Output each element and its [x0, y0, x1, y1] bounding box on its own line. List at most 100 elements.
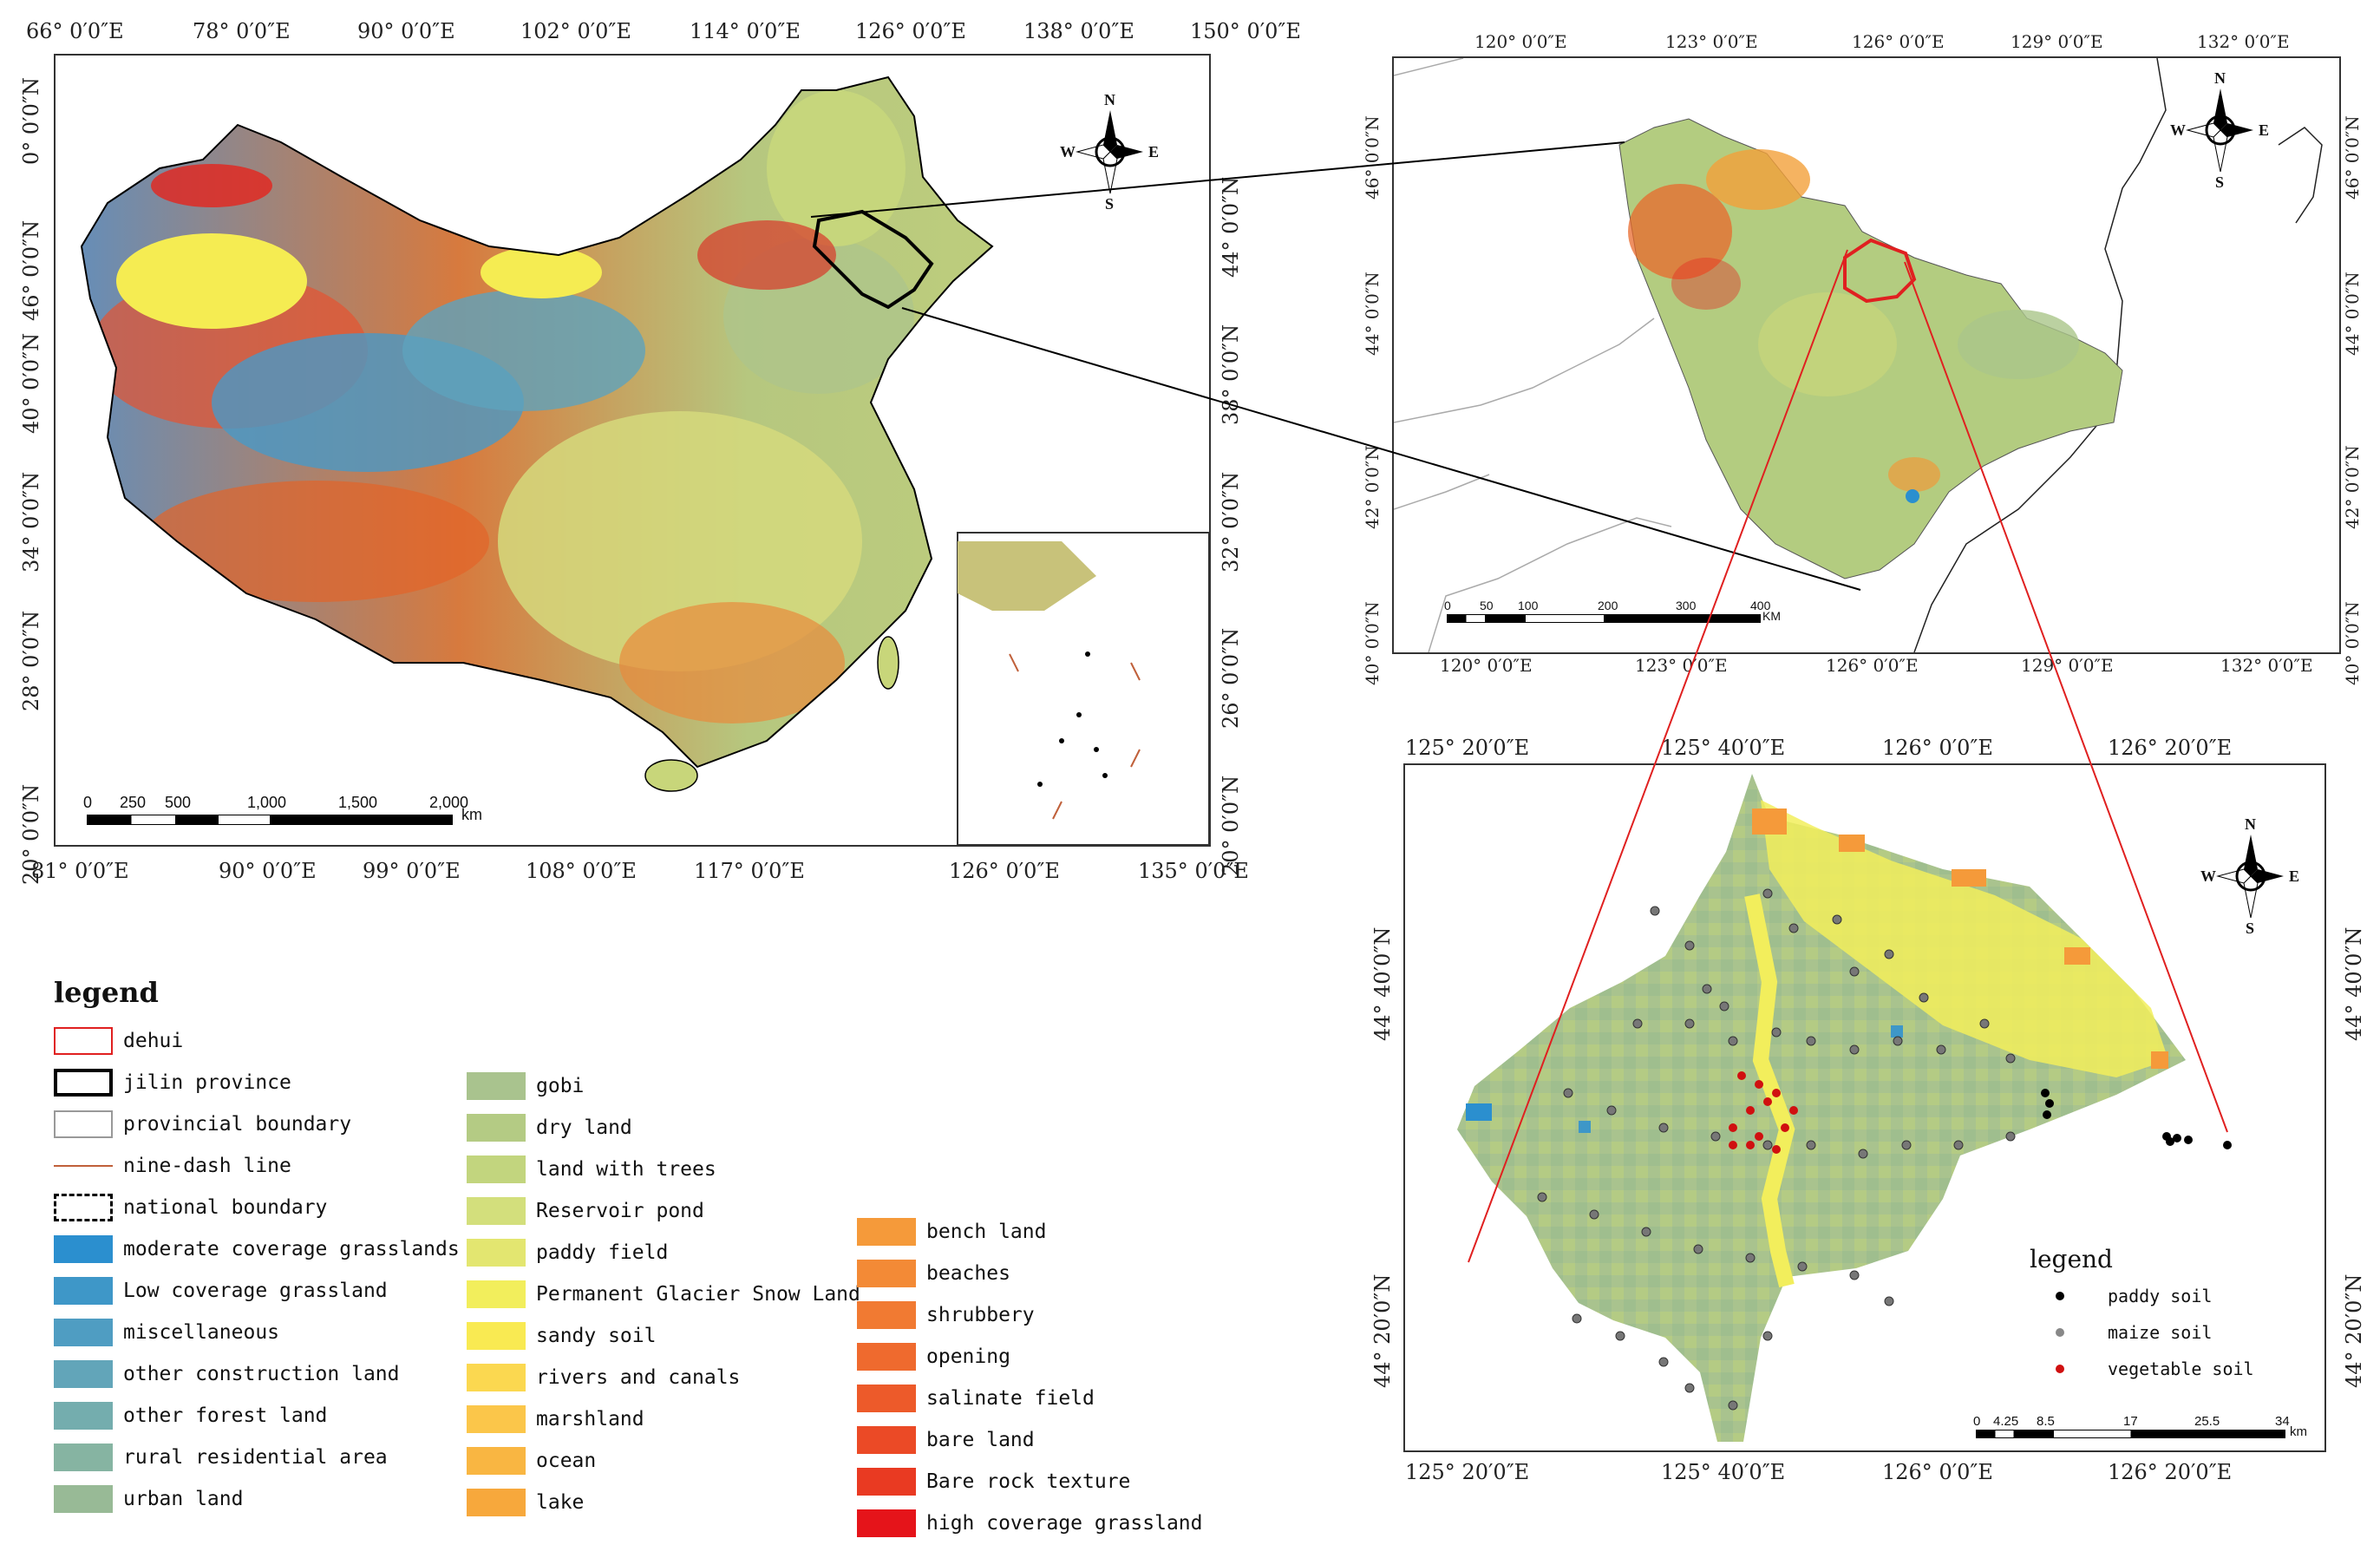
- coordinate-tick-label: 135° 0′0″E: [1138, 859, 1249, 883]
- legend-label: moderate coverage grasslands: [123, 1238, 460, 1260]
- coordinate-tick-label: 126° 0′0″E: [949, 859, 1060, 883]
- coordinate-tick-label: 150° 0′0″E: [1190, 19, 1301, 43]
- soil-sample-point: [1702, 984, 1712, 994]
- soil-sample-point: [2041, 1089, 2050, 1097]
- scale-unit: KM: [1762, 609, 1781, 623]
- scale-label: 2,000: [429, 794, 469, 811]
- legend-swatch: [467, 1072, 526, 1100]
- soil-sample-point: [1746, 1106, 1755, 1115]
- coordinate-tick-label: 126° 0′0″E: [1852, 31, 1945, 52]
- soil-legend-label: vegetable soil: [2108, 1358, 2254, 1379]
- legend-swatch: [54, 1402, 113, 1430]
- coordinate-tick-label: 40° 0′0″N: [2342, 601, 2363, 685]
- legend-swatch: [857, 1385, 916, 1412]
- legend-item: rural residential area: [54, 1443, 388, 1472]
- compass-s: S: [1105, 195, 1115, 213]
- soil-sample-point: [1953, 1140, 1964, 1150]
- scale-label: 0: [1444, 599, 1451, 612]
- coordinate-tick-label: 42° 0′0″N: [2342, 445, 2363, 529]
- coordinate-tick-label: 20° 0′0″N: [1219, 775, 1243, 876]
- coordinate-tick-label: 114° 0′0″E: [690, 19, 801, 43]
- soil-sample-point: [1719, 1001, 1729, 1011]
- scale-label: 17: [2123, 1414, 2138, 1429]
- legend-swatch: [54, 1194, 113, 1221]
- legend-swatch: [54, 1165, 113, 1167]
- soil-sample-point: [2166, 1137, 2174, 1146]
- coordinate-tick-label: 123° 0′0″E: [1665, 31, 1758, 52]
- legend-label: nine-dash line: [123, 1155, 291, 1177]
- soil-sample-point: [1755, 1132, 1763, 1141]
- china-landuse-map: [80, 75, 1209, 845]
- soil-legend: legend paddy soil maize soil vegetable soi…: [2030, 1245, 2307, 1401]
- soil-sample-point: [1755, 1080, 1763, 1089]
- soil-sample-point: [1884, 949, 1894, 959]
- legend-item: lake: [467, 1488, 584, 1517]
- legend-label: Reservoir pond: [536, 1200, 704, 1222]
- legend-item: national boundary: [54, 1193, 327, 1222]
- legend-swatch: [54, 1485, 113, 1513]
- soil-sample-point: [1606, 1105, 1617, 1116]
- coordinate-tick-label: 126° 20′0″E: [2108, 736, 2233, 760]
- legend-label: miscellaneous: [123, 1321, 280, 1344]
- legend-item: sandy soil: [467, 1321, 656, 1351]
- soil-sample-point: [1832, 914, 1842, 925]
- legend-item: dry land: [467, 1113, 632, 1142]
- soil-sample-point: [1893, 1036, 1903, 1046]
- soil-sample-point: [1788, 923, 1799, 933]
- legend-item: rivers and canals: [467, 1363, 740, 1392]
- soil-sample-point: [1772, 1089, 1781, 1097]
- legend-label: gobi: [536, 1075, 585, 1097]
- soil-sample-points: [1537, 888, 2232, 1411]
- legend-swatch: [857, 1468, 916, 1496]
- legend-swatch: [467, 1239, 526, 1267]
- legend-swatch: [467, 1197, 526, 1225]
- legend-swatch: [857, 1426, 916, 1454]
- coordinate-tick-label: 66° 0′0″E: [26, 19, 124, 43]
- soil-sample-point: [2043, 1110, 2051, 1119]
- soil-legend-label: maize soil: [2108, 1322, 2213, 1343]
- coordinate-tick-label: 126° 0′0″E: [855, 19, 966, 43]
- legend-item: ocean: [467, 1446, 596, 1476]
- legend-label: bench land: [926, 1221, 1047, 1243]
- legend-label: dehui: [123, 1030, 184, 1052]
- soil-sample-point: [1615, 1331, 1625, 1341]
- soil-sample-point: [1762, 1331, 1773, 1341]
- legend-label: other forest land: [123, 1404, 328, 1427]
- coordinate-tick-label: 129° 0′0″E: [2011, 31, 2103, 52]
- coordinate-tick-label: 28° 0′0″N: [19, 610, 43, 711]
- legend-item: gobi: [467, 1071, 584, 1101]
- soil-sample-point: [2173, 1134, 2181, 1142]
- legend-item: bench land: [857, 1217, 1046, 1247]
- jilin-scalebar: 0 50 100 200 300 400 KM: [1444, 599, 1794, 633]
- soil-sample-point: [2005, 1131, 2016, 1142]
- legend-label: land with trees: [536, 1158, 716, 1181]
- soil-legend-item: paddy soil: [2030, 1286, 2307, 1306]
- coordinate-tick-label: 40° 0′0″N: [19, 332, 43, 434]
- coordinate-tick-label: 20° 0′0″N: [19, 783, 43, 885]
- soil-sample-point: [1737, 1071, 1746, 1080]
- legend-item: Reservoir pond: [467, 1196, 704, 1226]
- legend-item: miscellaneous: [54, 1318, 279, 1347]
- china-scalebar: 0 250 500 1,000 1,500 2,000 km: [83, 794, 503, 828]
- scale-label: 25.5: [2194, 1414, 2220, 1429]
- coordinate-tick-label: 120° 0′0″E: [1440, 655, 1533, 676]
- coordinate-tick-label: 78° 0′0″E: [193, 19, 291, 43]
- soil-sample-point: [1858, 1149, 1868, 1159]
- soil-sample-point: [1710, 1131, 1721, 1142]
- legend-swatch: [54, 1027, 113, 1055]
- soil-legend-title: legend: [2030, 1245, 2113, 1273]
- coordinate-tick-label: 126° 20′0″E: [2108, 1460, 2233, 1484]
- legend-label: national boundary: [123, 1196, 328, 1219]
- legend-label: urban land: [123, 1488, 244, 1510]
- legend-label: shrubbery: [926, 1304, 1035, 1326]
- coordinate-tick-label: 46° 0′0″N: [2342, 115, 2363, 200]
- soil-sample-point: [1797, 1261, 1808, 1272]
- soil-sample-point: [2223, 1141, 2232, 1149]
- coordinate-tick-label: 125° 40′0″E: [1661, 736, 1786, 760]
- coordinate-tick-label: 125° 20′0″E: [1405, 1460, 1530, 1484]
- compass-n: N: [1104, 91, 1115, 108]
- coordinate-tick-label: 126° 0′0″E: [1882, 736, 1993, 760]
- legend-swatch: [857, 1343, 916, 1371]
- scale-unit: km: [461, 806, 482, 823]
- soil-sample-point: [1806, 1140, 1816, 1150]
